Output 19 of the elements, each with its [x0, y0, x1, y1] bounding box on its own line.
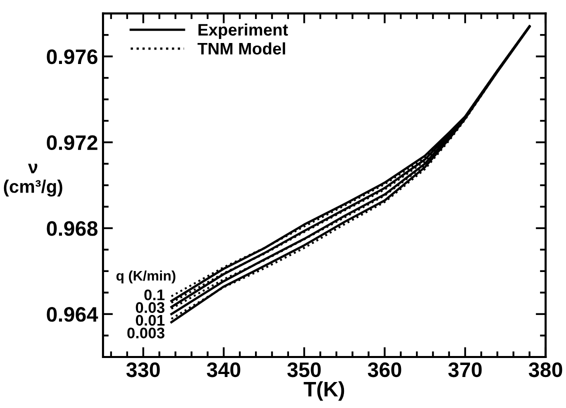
x-axis-title: T(K) — [304, 381, 344, 401]
legend-label: TNM Model — [198, 42, 286, 55]
annotation: 0.03 — [136, 302, 164, 314]
y-tick-label: 0.972 — [46, 135, 98, 150]
annotation: 0.01 — [136, 314, 165, 326]
y-axis-title: ν (cm³/g) — [4, 164, 62, 197]
y-tick-label: 0.968 — [46, 221, 98, 236]
annotation: 0.1 — [144, 289, 165, 300]
x-tick-label: 360 — [368, 362, 402, 378]
y-tick-label: 0.976 — [46, 49, 98, 64]
annotation: q (K/min) — [116, 270, 176, 284]
legend-label: Experiment — [198, 23, 288, 39]
annotation: 0.003 — [127, 328, 164, 338]
x-tick-label: 370 — [448, 362, 482, 378]
x-tick-label: 380 — [528, 362, 562, 378]
x-tick-label: 330 — [126, 362, 160, 378]
y-tick-label: 0.964 — [46, 307, 98, 322]
x-tick-label: 340 — [206, 362, 240, 378]
x-tick-label: 350 — [287, 362, 321, 378]
